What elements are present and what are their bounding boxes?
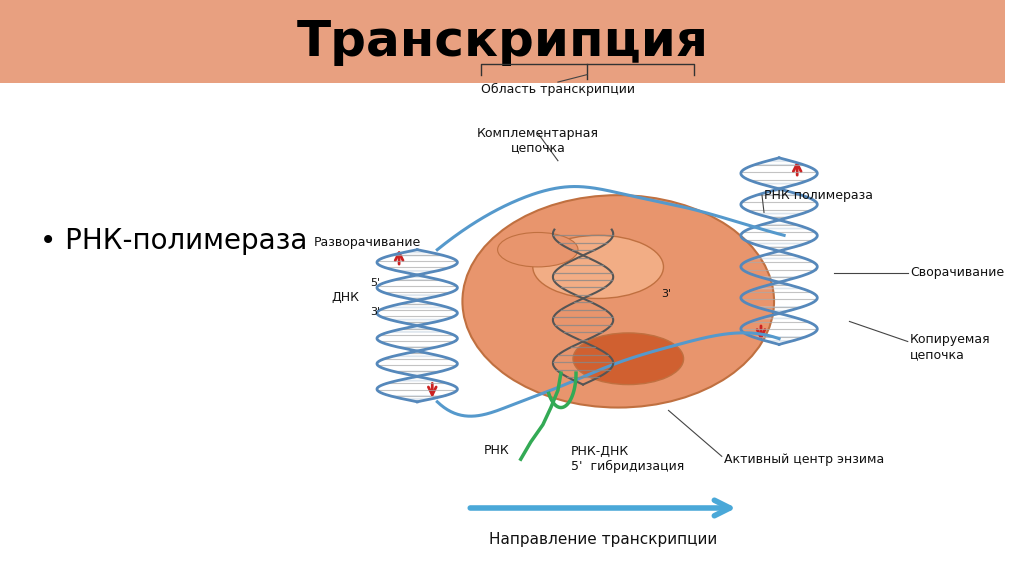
Ellipse shape [573, 333, 684, 385]
Text: Направление транскрипции: Направление транскрипции [489, 532, 717, 547]
Text: 3': 3' [370, 307, 380, 317]
Text: ДНК: ДНК [332, 291, 359, 304]
Text: Комплементарная
цепочка: Комплементарная цепочка [477, 127, 599, 154]
Ellipse shape [532, 235, 664, 298]
Text: Область транскрипции: Область транскрипции [481, 83, 635, 95]
Text: 3': 3' [662, 289, 672, 300]
Text: Разворачивание: Разворачивание [313, 236, 421, 249]
FancyBboxPatch shape [0, 0, 1006, 83]
Text: Сворачивание: Сворачивание [909, 266, 1004, 279]
Text: Транскрипция: Транскрипция [297, 18, 709, 66]
Text: РНК полимераза: РНК полимераза [764, 189, 873, 201]
Text: РНК-ДНК
5'  гибридизация: РНК-ДНК 5' гибридизация [571, 445, 684, 473]
Text: • РНК-полимераза: • РНК-полимераза [40, 227, 307, 255]
Text: РНК: РНК [484, 444, 510, 457]
Ellipse shape [498, 232, 578, 267]
Text: Активный центр энзима: Активный центр энзима [724, 453, 884, 466]
Ellipse shape [463, 195, 774, 408]
Text: 5': 5' [370, 278, 380, 288]
Text: Копируемая
цепочка: Копируемая цепочка [909, 333, 990, 361]
